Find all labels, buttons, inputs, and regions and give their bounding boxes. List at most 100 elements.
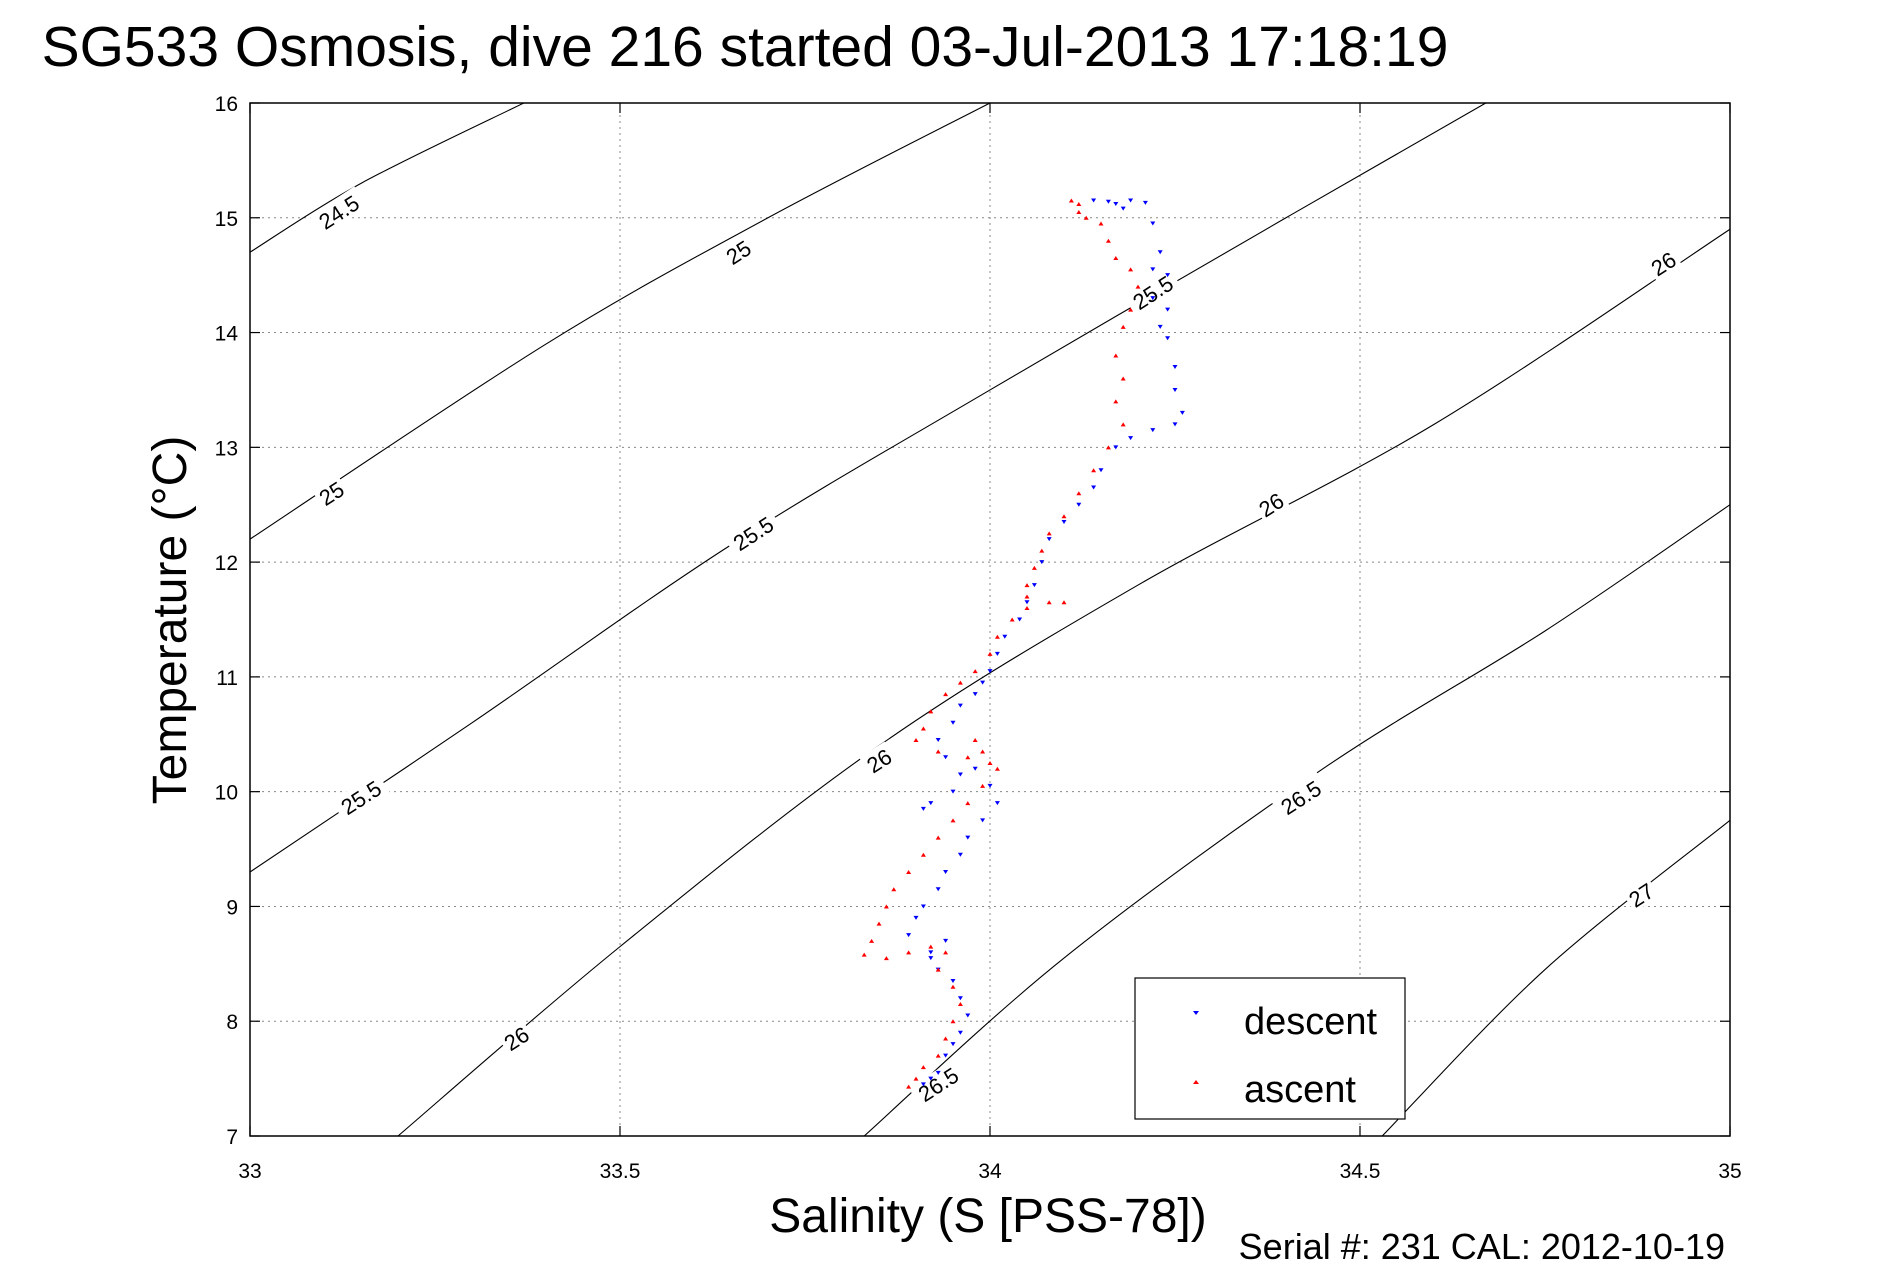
data-point-descent	[994, 801, 1000, 806]
data-points	[861, 198, 1185, 1089]
chart-title: SG533 Osmosis, dive 216 started 03-Jul-2…	[42, 15, 1449, 79]
x-axis-label: Salinity (S [PSS-78])	[769, 1190, 1206, 1243]
legend-marker-ascent	[1193, 1080, 1199, 1084]
data-point-ascent	[928, 944, 934, 949]
data-point-ascent	[1128, 307, 1134, 312]
contour-label-background	[1271, 771, 1330, 822]
data-point-ascent	[913, 1076, 919, 1081]
contour-label-group: 26	[496, 1019, 535, 1056]
data-point-descent	[943, 755, 949, 760]
data-point-ascent	[906, 950, 912, 955]
x-tick-label: 34	[978, 1160, 1002, 1183]
data-point-ascent	[1105, 238, 1111, 243]
data-point-ascent	[1091, 468, 1097, 473]
data-point-descent	[928, 950, 934, 955]
data-point-descent	[1172, 387, 1178, 392]
contour-label-background	[1251, 485, 1290, 523]
data-point-ascent	[920, 852, 926, 857]
data-point-ascent	[987, 651, 993, 656]
data-point-ascent	[1039, 548, 1045, 553]
data-point-ascent	[1076, 491, 1082, 496]
data-point-ascent	[980, 783, 986, 788]
data-point-descent	[1179, 410, 1185, 415]
data-point-descent	[1120, 206, 1126, 211]
data-point-descent	[950, 979, 956, 984]
data-point-descent	[928, 1076, 934, 1081]
y-tick-label: 9	[226, 896, 238, 919]
data-point-ascent	[861, 952, 867, 957]
data-point-descent	[1128, 436, 1134, 441]
data-point-descent	[1128, 198, 1134, 203]
y-tick-label: 12	[215, 552, 238, 575]
legend-label-descent: descent	[1244, 1001, 1378, 1043]
contour-label-group: 24.5	[309, 186, 368, 236]
y-tick-label: 11	[216, 667, 238, 690]
data-point-ascent	[876, 921, 882, 926]
data-point-descent	[1091, 485, 1097, 490]
contour-label-background	[1123, 266, 1182, 317]
data-point-descent	[980, 818, 986, 823]
data-point-descent	[972, 766, 978, 771]
data-point-descent	[1165, 336, 1171, 341]
data-point-descent	[957, 703, 963, 708]
data-point-descent	[1150, 221, 1156, 226]
data-point-descent	[920, 1082, 926, 1087]
data-point-descent	[957, 772, 963, 777]
contour-label-background	[496, 1019, 535, 1056]
data-point-descent	[1091, 198, 1097, 203]
data-point-ascent	[1024, 583, 1030, 588]
data-point-ascent	[1105, 445, 1111, 450]
contour-label-group: 26	[1643, 244, 1682, 282]
data-point-descent	[957, 852, 963, 857]
y-tick-label: 14	[215, 323, 239, 346]
x-tick-label: 35	[1718, 1160, 1741, 1183]
data-point-ascent	[935, 967, 941, 972]
data-point-ascent	[943, 692, 949, 697]
data-point-descent	[928, 956, 934, 961]
data-point-descent	[1150, 267, 1156, 272]
data-point-descent	[935, 738, 941, 743]
contour-label-group: 25.5	[723, 507, 782, 558]
data-point-descent	[1157, 324, 1163, 329]
legend: descent ascent	[1134, 977, 1406, 1120]
data-point-descent	[1039, 560, 1045, 565]
data-point-ascent	[965, 801, 971, 806]
data-point-descent	[913, 915, 919, 920]
data-point-descent	[950, 720, 956, 725]
y-tick-label: 16	[215, 93, 238, 116]
y-tick-label: 15	[215, 208, 238, 231]
density-contour-25-5	[249, 102, 1487, 873]
data-point-descent	[1150, 428, 1156, 433]
data-point-ascent	[943, 950, 949, 955]
x-axis-ticks: 33 33.5 34 34.5 35	[238, 103, 1742, 1183]
contour-label: 26	[500, 1022, 534, 1056]
density-contour-27	[1381, 819, 1731, 1137]
data-point-descent	[1172, 422, 1178, 427]
data-point-ascent	[1031, 565, 1037, 570]
y-tick-label: 8	[226, 1011, 238, 1034]
data-point-descent	[987, 783, 993, 788]
data-point-descent	[994, 651, 1000, 656]
data-point-ascent	[1024, 606, 1030, 611]
contour-label-background	[1643, 244, 1682, 282]
data-point-ascent	[928, 709, 934, 714]
contour-label-group: 26	[859, 741, 898, 778]
x-tick-label: 33	[238, 1160, 261, 1183]
data-point-ascent	[869, 938, 875, 943]
data-point-descent	[1017, 617, 1023, 622]
contour-label-background	[908, 1058, 967, 1109]
data-point-ascent	[994, 766, 1000, 771]
contour-label: 26	[862, 744, 896, 778]
contour-label-group: 26.5	[1271, 771, 1330, 822]
data-point-ascent	[913, 738, 919, 743]
contour-label-group: 26.5	[908, 1058, 967, 1109]
data-point-descent	[1002, 634, 1008, 639]
x-tick-label: 33.5	[600, 1160, 641, 1183]
data-point-ascent	[1120, 422, 1126, 427]
data-point-ascent	[972, 669, 978, 674]
contour-label-background	[331, 771, 390, 822]
data-point-descent	[1172, 364, 1178, 369]
data-point-descent	[950, 789, 956, 794]
data-point-descent	[920, 806, 926, 811]
